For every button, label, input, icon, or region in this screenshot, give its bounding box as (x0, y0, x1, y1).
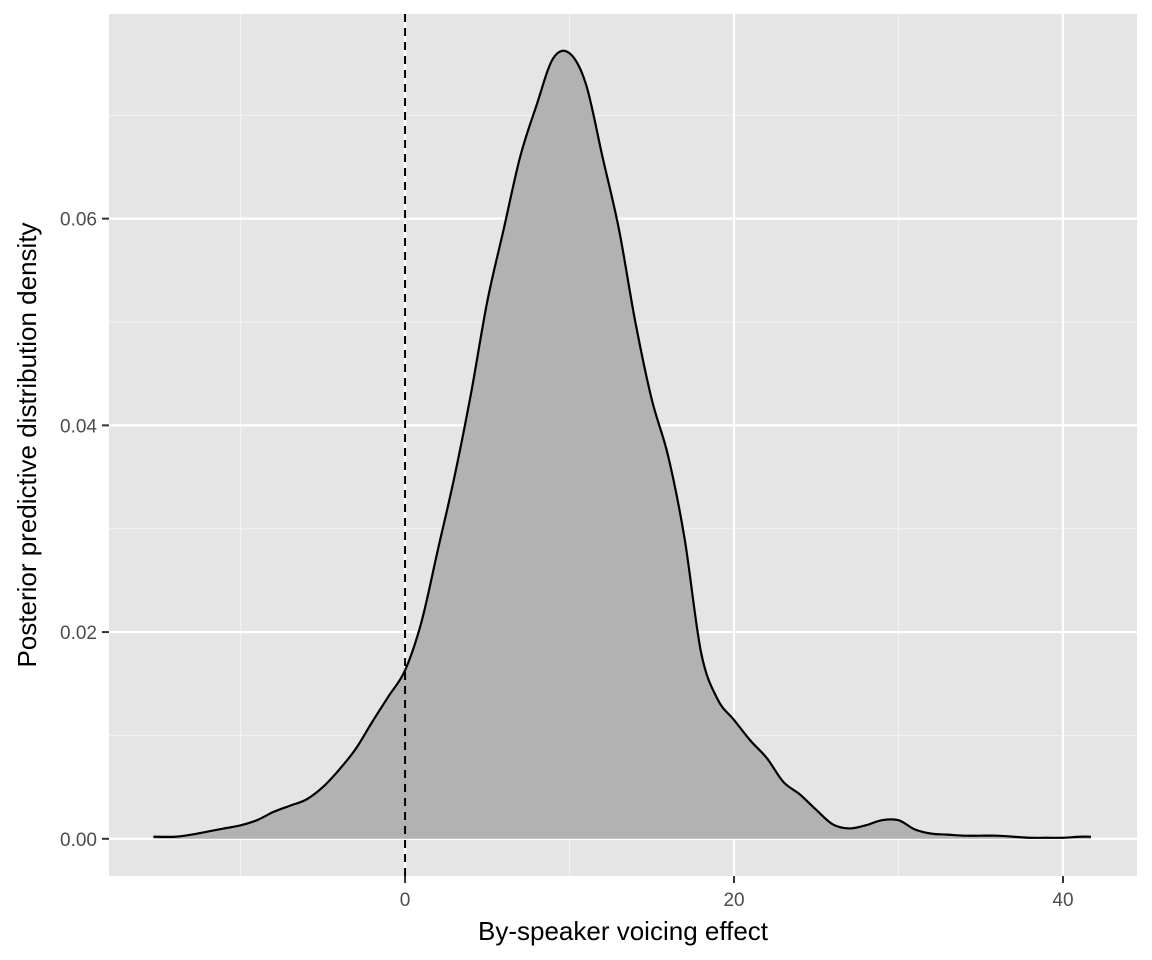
x-axis-title: By-speaker voicing effect (478, 916, 769, 946)
y-axis-title: Posterior predictive distribution densit… (12, 222, 42, 667)
y-axis: 0.00 0.02 0.04 0.06 (60, 210, 109, 851)
y-tick-label: 0.06 (60, 210, 97, 231)
x-tick-label: 40 (1052, 890, 1073, 911)
y-tick-label: 0.02 (60, 623, 97, 644)
x-tick-label: 0 (400, 890, 411, 911)
x-tick-label: 20 (723, 890, 744, 911)
x-axis: 0 20 40 (400, 876, 1074, 911)
y-tick-label: 0.00 (60, 830, 97, 851)
y-tick-label: 0.04 (60, 416, 97, 437)
density-line (153, 49, 1091, 839)
density-area (153, 50, 1091, 839)
